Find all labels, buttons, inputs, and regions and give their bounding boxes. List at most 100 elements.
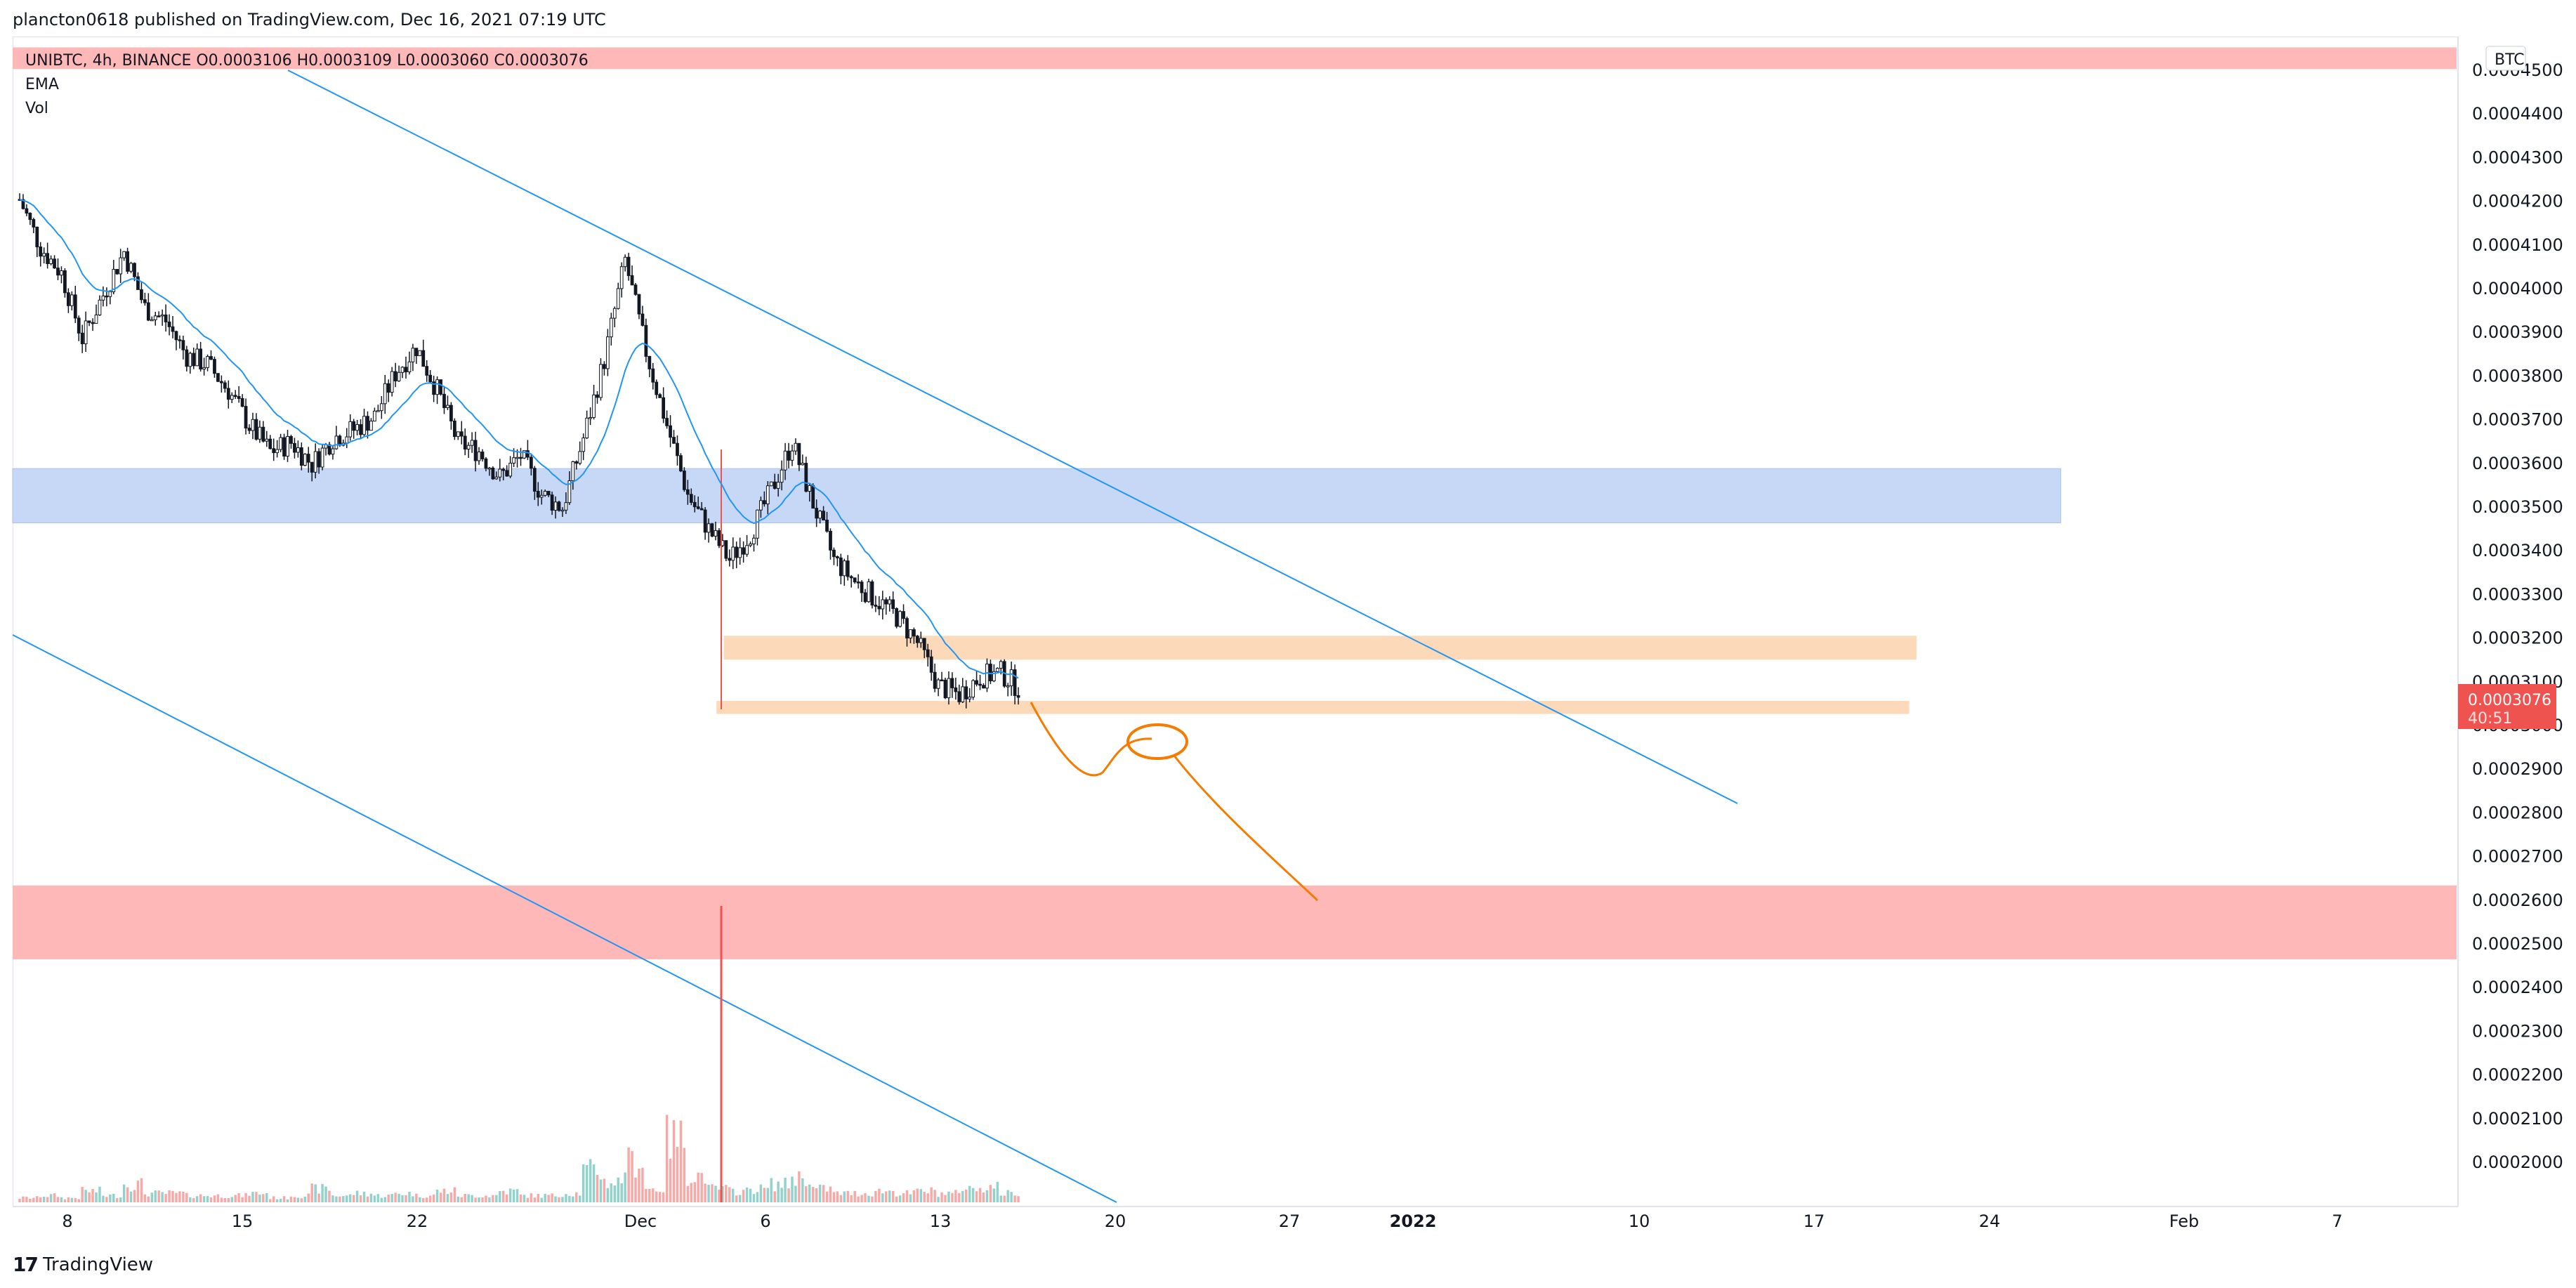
volume-bar: [610, 1183, 613, 1202]
candle-body: [265, 438, 269, 442]
candle-body: [776, 482, 780, 489]
candle-body: [91, 322, 95, 324]
candle-body: [787, 450, 791, 461]
candle-body: [919, 638, 923, 643]
volume-bar: [672, 1119, 676, 1202]
volume-bar: [223, 1197, 227, 1202]
volume-bar: [811, 1187, 815, 1202]
candle-body: [397, 372, 401, 381]
candle-body: [605, 336, 610, 369]
volume-bar: [905, 1190, 909, 1202]
volume-bar: [91, 1188, 94, 1202]
candle-body: [672, 437, 676, 444]
volume-bar: [109, 1194, 112, 1202]
candle-body: [21, 199, 25, 209]
volume-bar: [575, 1192, 578, 1202]
candle-body: [769, 481, 773, 487]
volume-bar: [29, 1198, 32, 1202]
volume-bar: [122, 1184, 126, 1202]
volume-bar: [464, 1193, 466, 1202]
candle-body: [404, 367, 408, 373]
volume-bar: [697, 1172, 699, 1202]
last-price-value: 0.0003076: [2468, 692, 2551, 709]
candle-body: [523, 450, 526, 459]
volume-bar: [1017, 1196, 1020, 1202]
candle-body: [950, 678, 954, 688]
volume-bar: [759, 1184, 763, 1202]
volume-bar: [415, 1193, 418, 1202]
candle-body: [703, 509, 707, 533]
candle-body: [710, 523, 714, 537]
volume-bar: [481, 1197, 484, 1202]
candle-body: [626, 256, 631, 276]
volume-bar: [189, 1197, 192, 1202]
candle-body: [421, 350, 426, 367]
chart-legend: UNIBTC, 4h, BINANCE O0.0003106 H0.000310…: [25, 49, 589, 121]
volume-bar: [1013, 1195, 1016, 1202]
volume-bar: [919, 1189, 923, 1202]
candle-body: [327, 444, 331, 455]
volume-bar: [631, 1151, 633, 1202]
candle-body: [359, 424, 362, 435]
candle-body: [971, 680, 975, 698]
volume-bar: [515, 1189, 519, 1202]
volume-bar: [209, 1197, 213, 1202]
candle-body: [543, 491, 547, 496]
price-tick-label: 0.0003800: [2472, 366, 2563, 386]
volume-bar: [735, 1195, 738, 1202]
orange-lower: [716, 701, 1910, 714]
candle-body: [98, 299, 102, 315]
volume-bar: [874, 1190, 877, 1202]
candle-body: [366, 416, 369, 431]
volume-bar: [721, 1185, 724, 1202]
volume-bar: [164, 1194, 167, 1202]
ema-indicator-label[interactable]: EMA: [25, 76, 59, 93]
volume-bar: [860, 1195, 863, 1202]
tradingview-brand[interactable]: 17 TradingView: [13, 1253, 153, 1276]
candle-body: [891, 599, 895, 610]
candle-body: [856, 581, 860, 584]
volume-bar: [95, 1192, 98, 1202]
volume-bar: [704, 1183, 707, 1202]
volume-bar: [199, 1194, 202, 1202]
candle-body: [393, 371, 397, 381]
volume-bar: [488, 1197, 491, 1202]
candle-body: [553, 501, 558, 511]
symbol-info[interactable]: UNIBTC, 4h, BINANCE O0.0003106 H0.000310…: [25, 52, 589, 70]
volume-bar: [366, 1196, 369, 1202]
volume-bar: [478, 1197, 480, 1202]
candle-body: [150, 319, 154, 322]
candle-body: [49, 258, 53, 264]
volume-bar: [126, 1187, 129, 1202]
candle-body: [749, 544, 752, 546]
volume-bar: [36, 1196, 39, 1202]
volume-bar: [558, 1197, 560, 1202]
volume-bar: [119, 1197, 122, 1202]
candle-body: [567, 480, 572, 504]
volume-bar: [192, 1198, 195, 1202]
candle-body: [714, 530, 718, 537]
volume-bar: [645, 1188, 648, 1202]
candle-body: [425, 366, 429, 376]
volume-bar: [679, 1120, 683, 1202]
volume-bar: [25, 1197, 28, 1202]
candle-body: [877, 605, 881, 610]
volume-bar: [442, 1188, 446, 1202]
volume-bar: [143, 1194, 147, 1202]
candle-body: [881, 599, 885, 610]
volume-bar: [530, 1193, 533, 1202]
volume-bar: [390, 1194, 393, 1202]
volume-bar: [346, 1195, 348, 1202]
volume-bar: [324, 1186, 327, 1202]
volume-bar: [296, 1197, 300, 1202]
candle-body: [818, 511, 822, 519]
volume-indicator-label[interactable]: Vol: [25, 100, 48, 117]
volume-bar: [912, 1190, 916, 1202]
volume-bar: [81, 1187, 84, 1202]
price-tick-label: 0.0004400: [2472, 104, 2563, 124]
candle-body: [414, 348, 419, 357]
volume-bar: [105, 1197, 108, 1202]
candle-body: [915, 636, 919, 643]
